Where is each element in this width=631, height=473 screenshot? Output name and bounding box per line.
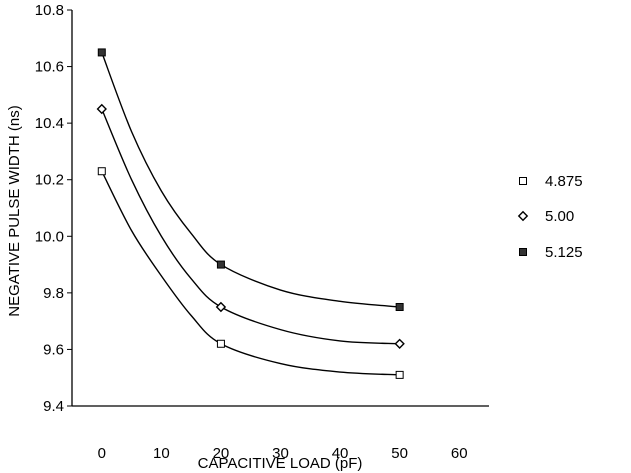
y-tick-label: 10.8 [35, 2, 64, 19]
x-axis-title: CAPACITIVE LOAD (pF) [198, 455, 363, 472]
data-point [98, 168, 105, 175]
data-point [217, 261, 224, 268]
series-line-1 [102, 109, 400, 344]
legend-label: 5.00 [545, 208, 574, 225]
data-point [396, 371, 403, 378]
legend-label: 5.125 [545, 244, 583, 261]
y-tick-label: 10.4 [35, 115, 64, 132]
y-tick-label: 10.0 [35, 228, 64, 245]
data-point [217, 340, 224, 347]
y-tick-label: 10.6 [35, 59, 64, 76]
data-point [98, 49, 105, 56]
legend: 4.875 5.00 5.125 [519, 173, 583, 261]
legend-label: 4.875 [545, 173, 583, 190]
y-axis-title: NEGATIVE PULSE WIDTH (ns) [6, 105, 23, 316]
data-point [395, 340, 403, 348]
x-tick-label: 60 [451, 445, 468, 462]
y-tick-label: 9.4 [43, 398, 64, 415]
plot-area: 9.49.69.810.010.210.410.610.80 10 20 30 40 50… [35, 2, 489, 462]
x-tick-label: 50 [391, 445, 408, 462]
legend-marker [520, 249, 527, 256]
y-tick-label: 9.8 [43, 285, 64, 302]
x-tick-label: 10 [153, 445, 170, 462]
series-line-2 [102, 52, 400, 307]
legend-marker [520, 178, 527, 185]
legend-marker [519, 212, 527, 220]
y-tick-label: 10.2 [35, 172, 64, 189]
y-tick-label: 9.6 [43, 341, 64, 358]
x-tick-label: 0 [98, 445, 106, 462]
series-line-0 [102, 171, 400, 375]
data-point [396, 304, 403, 311]
data-point [217, 303, 225, 311]
data-point [98, 105, 106, 113]
